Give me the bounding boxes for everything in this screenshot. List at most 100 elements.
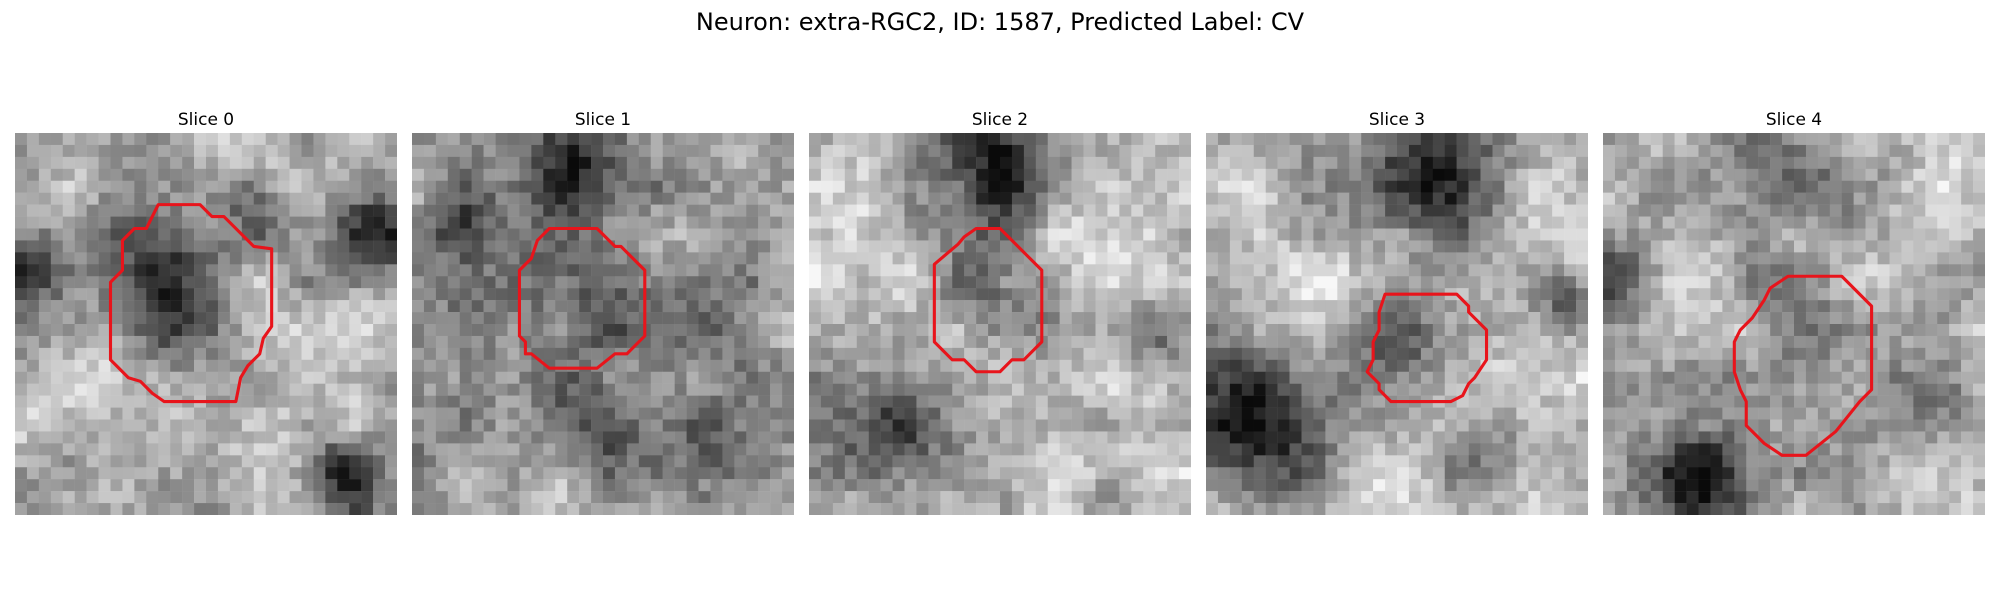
pixel — [134, 217, 146, 229]
pixel — [809, 443, 821, 455]
pixel — [1830, 133, 1842, 145]
pixel — [1409, 491, 1421, 503]
pixel — [1758, 384, 1770, 396]
pixel — [496, 420, 508, 432]
pixel — [1167, 360, 1179, 372]
pixel — [1254, 229, 1266, 241]
pixel — [1155, 217, 1167, 229]
pixel — [809, 408, 821, 420]
pixel — [579, 396, 591, 408]
pixel — [1278, 169, 1290, 181]
pixel — [1397, 169, 1409, 181]
pixel — [881, 264, 893, 276]
pixel — [1913, 205, 1925, 217]
pixel — [484, 312, 496, 324]
pixel — [845, 443, 857, 455]
pixel — [1060, 157, 1072, 169]
pixel — [206, 169, 218, 181]
pixel — [63, 467, 75, 479]
pixel — [1854, 133, 1866, 145]
pixel — [758, 312, 770, 324]
pixel — [881, 420, 893, 432]
pixel — [567, 491, 579, 503]
pixel — [1266, 336, 1278, 348]
pixel — [663, 312, 675, 324]
slice-title-0: Slice 0 — [15, 110, 397, 130]
pixel — [988, 169, 1000, 181]
pixel — [1734, 455, 1746, 467]
pixel — [1119, 276, 1131, 288]
pixel — [1504, 240, 1516, 252]
pixel — [508, 312, 520, 324]
pixel — [1746, 276, 1758, 288]
pixel — [663, 467, 675, 479]
pixel — [218, 431, 230, 443]
pixel — [663, 145, 675, 157]
pixel — [412, 217, 424, 229]
pixel — [782, 348, 794, 360]
pixel — [1890, 181, 1902, 193]
pixel — [988, 384, 1000, 396]
pixel — [170, 312, 182, 324]
pixel — [1615, 312, 1627, 324]
pixel — [1663, 408, 1675, 420]
pixel — [1493, 217, 1505, 229]
pixel — [722, 169, 734, 181]
pixel — [361, 396, 373, 408]
pixel — [1313, 193, 1325, 205]
pixel — [496, 503, 508, 515]
pixel — [290, 384, 302, 396]
pixel — [1000, 205, 1012, 217]
pixel — [1794, 443, 1806, 455]
pixel — [349, 503, 361, 515]
pixel — [734, 348, 746, 360]
pixel — [675, 217, 687, 229]
pixel — [1615, 145, 1627, 157]
pixel — [158, 455, 170, 467]
pixel — [639, 443, 651, 455]
pixel — [51, 336, 63, 348]
pixel — [1746, 229, 1758, 241]
pixel — [1242, 133, 1254, 145]
pixel — [1457, 503, 1469, 515]
pixel — [218, 491, 230, 503]
pixel — [1663, 396, 1675, 408]
pixel — [1552, 312, 1564, 324]
pixel — [543, 479, 555, 491]
pixel — [555, 503, 567, 515]
pixel — [905, 276, 917, 288]
pixel — [1433, 300, 1445, 312]
pixel — [555, 431, 567, 443]
pixel — [1663, 229, 1675, 241]
pixel — [1722, 205, 1734, 217]
pixel — [543, 157, 555, 169]
pixel — [928, 193, 940, 205]
pixel — [1961, 193, 1973, 205]
slice-title-4: Slice 4 — [1603, 110, 1985, 130]
pixel — [821, 443, 833, 455]
pixel — [555, 467, 567, 479]
pixel — [1445, 503, 1457, 515]
pixel — [1493, 384, 1505, 396]
pixel — [385, 145, 397, 157]
pixel — [302, 503, 314, 515]
pixel — [567, 467, 579, 479]
pixel — [1179, 157, 1191, 169]
pixel — [1866, 157, 1878, 169]
pixel — [770, 205, 782, 217]
pixel — [313, 431, 325, 443]
pixel — [567, 264, 579, 276]
pixel — [313, 264, 325, 276]
pixel — [1699, 205, 1711, 217]
pixel — [15, 312, 27, 324]
pixel — [1901, 408, 1913, 420]
pixel — [845, 157, 857, 169]
pixel — [1302, 431, 1314, 443]
pixel — [639, 455, 651, 467]
pixel — [39, 252, 51, 264]
pixel — [496, 181, 508, 193]
pixel — [99, 229, 111, 241]
pixel — [1278, 252, 1290, 264]
pixel — [1564, 396, 1576, 408]
pixel — [699, 396, 711, 408]
